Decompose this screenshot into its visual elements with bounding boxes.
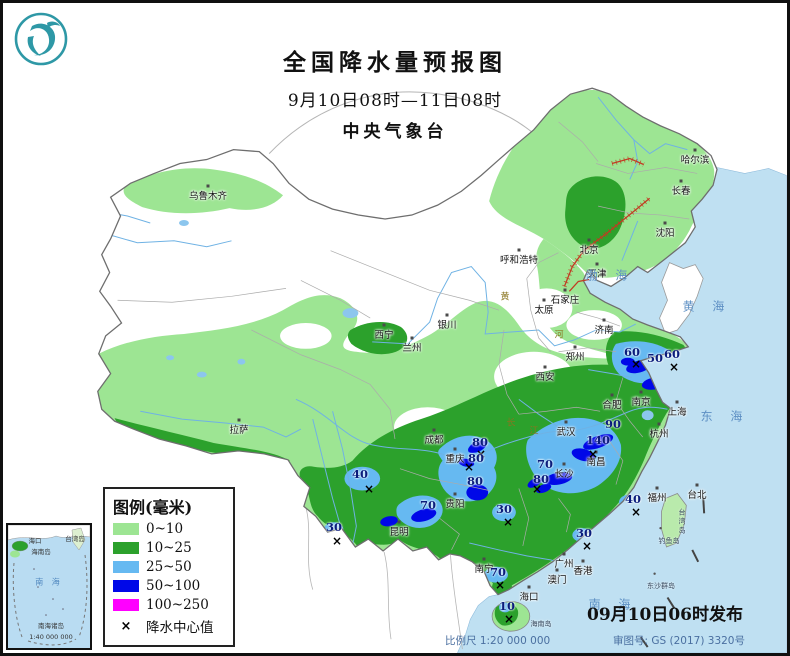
legend-row: 50~100 [113, 578, 225, 594]
china-border [97, 87, 718, 596]
legend-label: 0~10 [146, 521, 184, 537]
legend-swatch-50-100 [113, 580, 139, 592]
legend-swatch-10-25 [113, 542, 139, 554]
legend-box: 图例(毫米) 0~10 10~25 25~50 50~100 100~250 ×… [103, 487, 235, 647]
great-wall-symbol [562, 155, 652, 292]
sea-border-vietnam [305, 507, 463, 650]
inset-label: 海南岛 [31, 548, 51, 556]
taiwan-island [661, 492, 687, 548]
inset-map [8, 525, 90, 648]
dash-line-segments [639, 496, 706, 648]
legend-swatch-25-50 [113, 561, 139, 573]
cma-logo [12, 10, 70, 72]
precip-center-icon: × [120, 618, 132, 634]
inset-label: 南海诸岛 [38, 622, 64, 630]
legend-row: 25~50 [113, 559, 225, 575]
legend-row-center-value: × 降水中心值 [113, 616, 225, 637]
legend-row: 0~10 [113, 521, 225, 537]
dongsha-island-dot [653, 572, 656, 575]
korea-peninsula [659, 262, 704, 335]
hainan-island [491, 601, 531, 632]
inset-label: 1:40 000 000 [29, 633, 73, 641]
legend-title: 图例(毫米) [113, 498, 193, 517]
inset-label: 南 海 [35, 577, 63, 587]
south-china-sea-inset: 海口海南岛 台湾岛南 海南海诸岛 1:40 000 000 [6, 523, 92, 650]
legend-row: 10~25 [113, 540, 225, 556]
publish-time: 09月10日06时发布 [587, 605, 743, 625]
province-borders [117, 121, 698, 551]
legend-label: 25~50 [146, 559, 192, 575]
map-approval-number: 审图号: GS (2017) 3320号 [613, 635, 745, 647]
map-scale: 比例尺 1:20 000 000 [445, 635, 551, 647]
legend-label: 降水中心值 [146, 620, 214, 636]
inset-label: 海口 [28, 537, 42, 545]
legend-label: 100~250 [146, 597, 209, 613]
legend-swatch-100-250 [113, 599, 139, 611]
legend-row: 100~250 [113, 597, 225, 613]
precipitation-map-canvas [97, 87, 787, 653]
mongolia-border [268, 91, 534, 154]
china-precipitation-fills [97, 88, 718, 595]
cma-swirl-icon [14, 12, 68, 66]
legend-label: 10~25 [146, 540, 192, 556]
inset-label: 台湾岛 [65, 535, 85, 543]
diaoyu-island-dot [659, 526, 662, 530]
legend-swatch-0-10 [113, 523, 139, 535]
legend-label: 50~100 [146, 578, 201, 594]
